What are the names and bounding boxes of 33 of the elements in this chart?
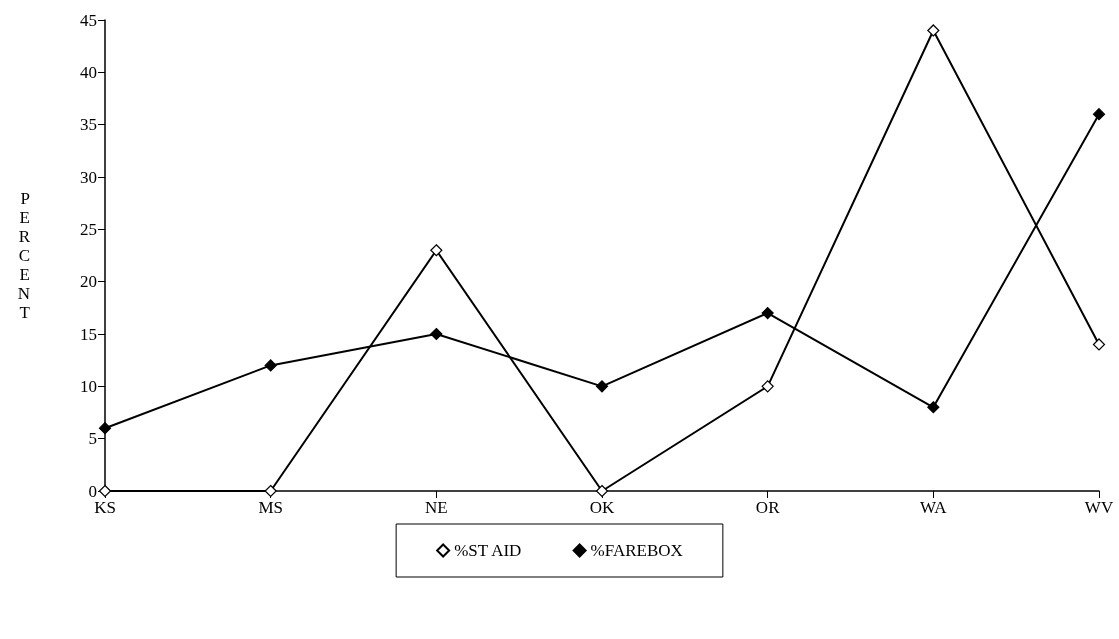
point <box>761 306 774 320</box>
point <box>264 484 277 498</box>
x-tick-label: KS <box>94 498 116 517</box>
x-tick-label: MS <box>258 498 283 517</box>
point <box>595 380 609 393</box>
point <box>761 380 774 393</box>
point <box>430 327 443 341</box>
y-tick-label: 30 <box>80 167 97 187</box>
y-tick-label: 25 <box>80 219 97 239</box>
y-tick-label: 5 <box>88 429 97 449</box>
point <box>264 359 277 372</box>
y-tick-label: 40 <box>80 62 97 82</box>
y-tick-label: 0 <box>88 481 97 501</box>
point <box>98 422 112 435</box>
y-tick-label: 45 <box>80 10 97 30</box>
y-tick-label: 15 <box>80 324 97 344</box>
x-tick-label: WV <box>1084 498 1114 517</box>
y-tick-label: 10 <box>80 376 97 396</box>
point <box>1092 108 1106 121</box>
y-axis-title: PERCENT <box>17 189 31 322</box>
y-tick-label: 20 <box>80 272 97 292</box>
point <box>927 24 940 37</box>
x-tick-label: NE <box>425 498 448 517</box>
x-tick-label: WA <box>920 498 948 517</box>
point <box>430 244 443 257</box>
point <box>595 484 609 498</box>
legend-label: %FAREBOX <box>590 541 683 560</box>
y-tick-label: 35 <box>80 115 97 135</box>
x-tick-label: OK <box>589 498 615 517</box>
point <box>927 401 940 414</box>
legend-label: %ST AID <box>454 541 522 560</box>
point <box>1092 338 1106 351</box>
x-tick-label: OR <box>755 498 781 517</box>
